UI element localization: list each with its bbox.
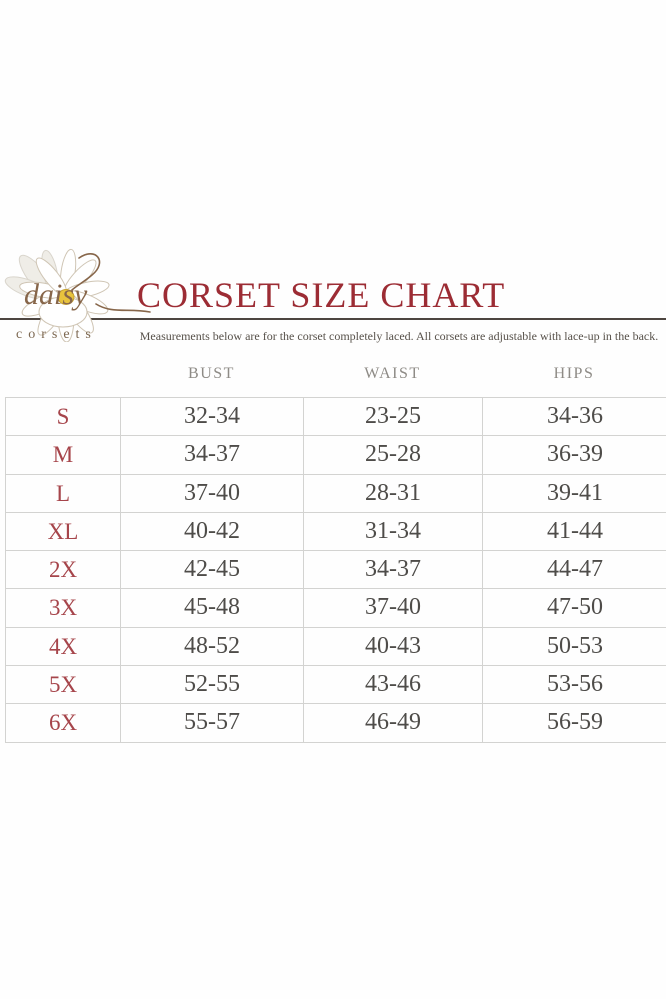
hips-value: 56-59	[547, 709, 603, 736]
size-label: S	[6, 398, 121, 436]
table-row: 6X 55-57 46-49 56-59	[6, 704, 666, 743]
header-divider	[0, 318, 666, 320]
waist-value: 37-40	[304, 589, 483, 627]
hips-value: 41-44	[547, 517, 603, 544]
table-row: 2X 42-45 34-37 44-47	[6, 551, 666, 590]
hips-value: 50-53	[547, 632, 603, 659]
hips-value: 36-39	[547, 441, 603, 468]
bust-value: 37-40	[121, 474, 304, 512]
size-label: L	[6, 474, 121, 512]
waist-value: 23-25	[304, 398, 483, 436]
waist-value: 43-46	[304, 666, 483, 704]
size-chart-table: S 32-34 23-25 34-36 M 34-37 25-28 36-39 …	[5, 397, 666, 743]
hips-value: 34-36	[547, 403, 603, 429]
daisy-flower-icon: daisy	[4, 248, 151, 342]
table-row: 4X 48-52 40-43 50-53	[6, 627, 666, 667]
bust-value: 40-42	[121, 512, 304, 551]
size-label: XL	[6, 512, 121, 551]
waist-value: 46-49	[304, 704, 483, 742]
bust-value: 55-57	[121, 704, 304, 742]
waist-value: 31-34	[304, 512, 483, 551]
column-header-row: BUST WAIST HIPS	[5, 365, 666, 383]
size-label: 3X	[6, 589, 121, 627]
table-row: S 32-34 23-25 34-36	[6, 398, 666, 437]
table-row: 5X 52-55 43-46 53-56	[6, 666, 666, 705]
size-label: 4X	[6, 627, 121, 666]
bust-value: 45-48	[121, 589, 304, 627]
size-label: 5X	[6, 666, 121, 704]
hips-value: 47-50	[547, 594, 603, 621]
hips-value: 39-41	[547, 479, 603, 506]
waist-value: 40-43	[304, 627, 483, 666]
table-row: L 37-40 28-31 39-41	[6, 474, 666, 513]
size-label: M	[6, 436, 121, 474]
size-label: 6X	[6, 704, 121, 742]
brand-word: corsets	[16, 327, 97, 342]
bust-value: 34-37	[121, 436, 304, 474]
table-row: 3X 45-48 37-40 47-50	[6, 589, 666, 628]
waist-value: 34-37	[304, 551, 483, 589]
bust-value: 42-45	[121, 551, 304, 589]
column-header-hips: HIPS	[553, 365, 595, 382]
bust-value: 52-55	[121, 666, 304, 704]
bust-value: 32-34	[121, 398, 304, 436]
subtitle-note: Measurements below are for the corset co…	[139, 329, 659, 343]
waist-value: 28-31	[304, 474, 483, 512]
column-header-bust: BUST	[188, 365, 235, 382]
page-title: CORSET SIZE CHART	[137, 275, 506, 315]
column-header-waist: WAIST	[364, 365, 421, 382]
hips-value: 53-56	[547, 671, 603, 698]
hips-value: 44-47	[547, 556, 603, 583]
brand-script-text: daisy	[24, 278, 88, 311]
table-row: M 34-37 25-28 36-39	[6, 436, 666, 475]
table-row: XL 40-42 31-34 41-44	[6, 512, 666, 552]
bust-value: 48-52	[121, 627, 304, 666]
column-header-spacer	[5, 365, 120, 383]
waist-value: 25-28	[304, 436, 483, 474]
size-label: 2X	[6, 551, 121, 589]
